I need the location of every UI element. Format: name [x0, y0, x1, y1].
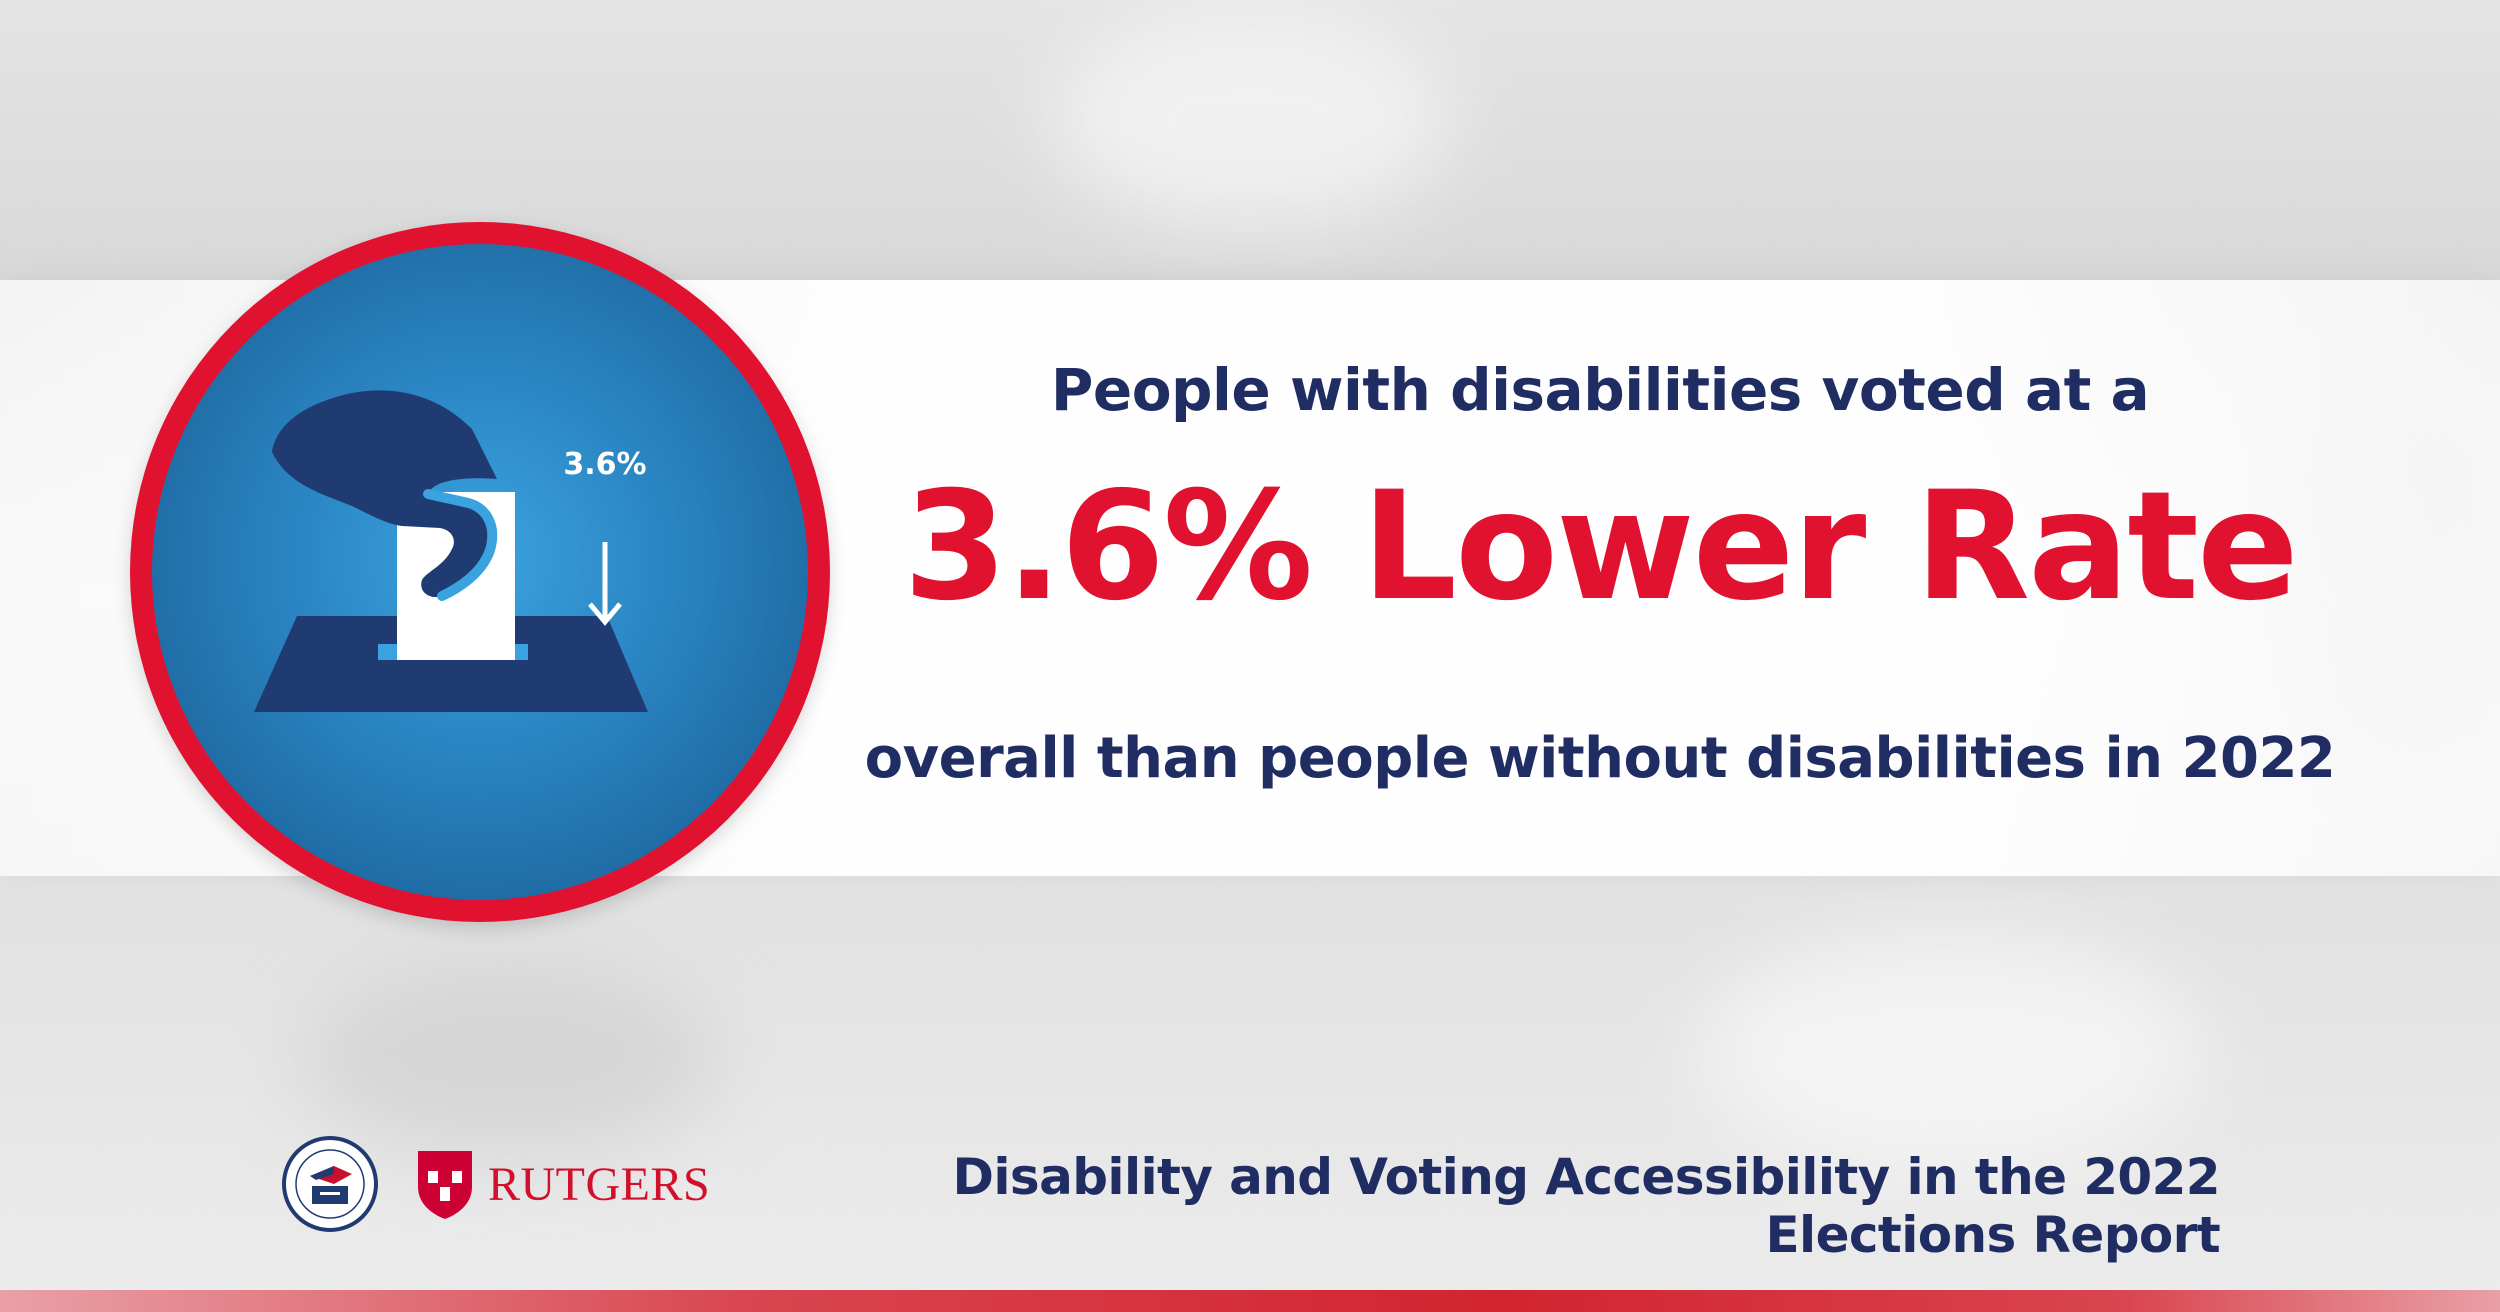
rutgers-wordmark: RUTGERS [488, 1157, 711, 1211]
ballot-box-base [254, 616, 648, 712]
bottom-accent-bar [0, 1290, 2500, 1312]
hand-outline [423, 489, 498, 601]
arrow-down-head [588, 602, 622, 626]
headline-top: People with disabilities voted at a [1050, 356, 2150, 424]
hand-icon [272, 390, 497, 598]
report-title: Disability and Voting Accessibility in t… [952, 1148, 2220, 1264]
footer-logos: RUTGERS [282, 1136, 710, 1232]
background-blur [300, 960, 720, 1160]
eac-seal-logo [282, 1136, 378, 1232]
rutgers-logo: RUTGERS [414, 1147, 710, 1221]
background-blur [1050, 10, 1450, 230]
background-blur [1700, 930, 2200, 1170]
badge-circle: 3.6% [152, 244, 808, 900]
ballot-box-vote-icon: 3.6% [254, 390, 648, 712]
rutgers-shield-logo [418, 1151, 472, 1219]
arrow-label: 3.6% [563, 447, 646, 482]
headline-bottom: overall than people without disabilities… [864, 726, 2336, 791]
headline-statistic: 3.6% Lower Rate [903, 460, 2299, 634]
ballot-badge: 3.6% [130, 222, 830, 922]
